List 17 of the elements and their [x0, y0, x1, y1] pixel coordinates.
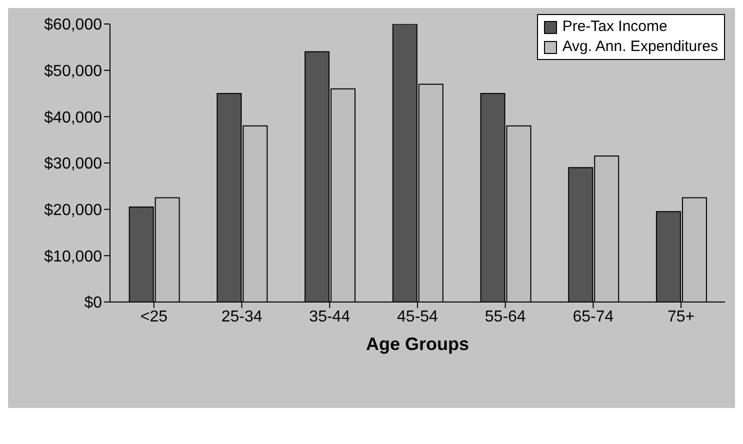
y-tick-label: $20,000: [44, 202, 102, 220]
x-tick-label: 45-54: [397, 308, 438, 326]
x-tick-label: 25-34: [221, 308, 262, 326]
y-tick-label: $0: [84, 294, 102, 312]
y-tick-label: $50,000: [44, 63, 102, 80]
x-tick-label: <25: [140, 308, 168, 326]
y-tick-label: $10,000: [44, 248, 102, 266]
x-tick-label: 55-64: [484, 308, 526, 326]
legend-label: Pre-Tax Income: [562, 17, 668, 37]
x-tick-label: 75+: [668, 308, 695, 326]
y-tick-label: $40,000: [44, 109, 102, 126]
legend-label: Avg. Ann. Expenditures: [562, 37, 718, 57]
x-axis-title: Age Groups: [366, 334, 470, 354]
x-tick-label: 35-44: [309, 308, 350, 326]
x-tick-label: 65-74: [572, 308, 614, 326]
y-tick-label: $60,000: [44, 16, 102, 34]
y-tick-label: $30,000: [44, 156, 102, 173]
